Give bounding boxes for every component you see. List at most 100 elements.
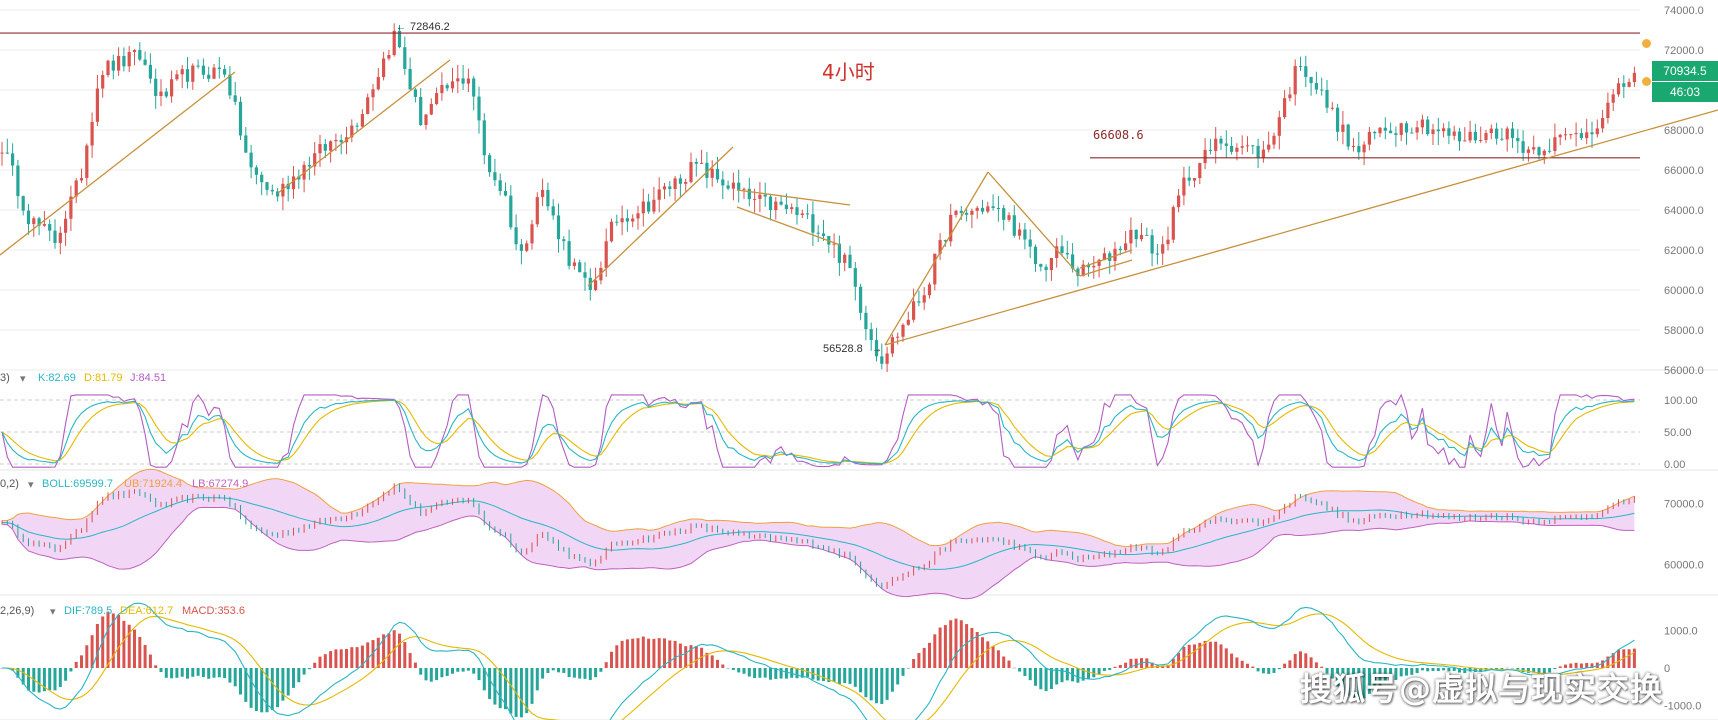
macd-dea-line xyxy=(2,613,1635,720)
macd-bar xyxy=(1065,668,1069,681)
candle-body xyxy=(890,337,894,354)
candle-body xyxy=(1426,119,1430,135)
candle-body xyxy=(1012,215,1016,236)
candle-body xyxy=(360,114,364,127)
alert-dot-upper[interactable] xyxy=(1642,39,1651,48)
macd-bar xyxy=(419,668,423,675)
candle-body xyxy=(694,162,698,164)
macd-bar xyxy=(1325,668,1329,674)
macd-bar xyxy=(69,668,73,672)
candle-body xyxy=(567,241,571,266)
candle-body xyxy=(1161,244,1165,254)
candle-body xyxy=(519,244,523,251)
macd-bar xyxy=(376,637,380,668)
countdown-tag: 46:03 xyxy=(1652,82,1718,103)
macd-bar xyxy=(1431,668,1435,671)
candle-body xyxy=(1579,133,1583,139)
boll-collapse-icon[interactable]: ▾ xyxy=(28,479,34,491)
macd-bar xyxy=(1256,668,1260,672)
macd-bar xyxy=(297,668,301,683)
candle-body xyxy=(1473,131,1477,141)
macd-bar xyxy=(684,646,688,668)
macd-bar xyxy=(1240,660,1244,668)
macd-bar xyxy=(1039,668,1043,690)
macd-bar xyxy=(159,668,163,673)
candle-body xyxy=(37,218,41,226)
candle-body xyxy=(69,196,73,219)
candle-body xyxy=(1028,239,1032,247)
candle-body xyxy=(95,88,99,122)
macd-bar xyxy=(477,668,481,681)
candle-body xyxy=(546,189,550,207)
candle-body xyxy=(1526,149,1530,153)
macd-bar xyxy=(164,668,168,678)
candle-body xyxy=(1622,83,1626,87)
candle-body xyxy=(350,125,354,138)
macd-bar xyxy=(1320,666,1324,668)
candle-body xyxy=(1357,145,1361,153)
candle-body xyxy=(1627,82,1631,87)
y-tick-main-3: 68000.0 xyxy=(1664,125,1704,137)
macd-bar xyxy=(716,659,719,668)
candle-body xyxy=(1261,149,1265,158)
kdj-k-line xyxy=(1,399,1635,465)
macd-bar xyxy=(175,668,179,678)
macd-bar xyxy=(806,668,810,677)
macd-bar xyxy=(673,640,677,668)
macd-bar xyxy=(896,668,900,685)
macd-tick-1: 0 xyxy=(1664,663,1670,675)
macd-bar xyxy=(1341,668,1345,690)
candle-body xyxy=(1007,215,1011,220)
candle-body xyxy=(1468,131,1472,141)
macd-bar xyxy=(1304,653,1308,668)
macd-bar xyxy=(965,624,969,668)
candle-body xyxy=(1479,139,1483,141)
candle-body xyxy=(896,336,900,338)
macd-bar xyxy=(1208,641,1212,668)
candle-body xyxy=(853,268,857,287)
macd-bar xyxy=(917,653,921,668)
candle-body xyxy=(1113,248,1117,262)
candle-body xyxy=(1404,123,1409,133)
kdj-j-value: J:84.51 xyxy=(130,372,167,384)
macd-bar xyxy=(1590,663,1594,668)
macd-bar xyxy=(1193,644,1196,668)
macd-bar xyxy=(668,640,672,668)
macd-bar xyxy=(1458,668,1461,673)
macd-bar xyxy=(721,664,725,668)
macd-bar xyxy=(1102,668,1106,671)
candle-body xyxy=(1065,252,1069,255)
candle-body xyxy=(525,243,529,251)
candle-body xyxy=(1394,133,1398,135)
candle-body xyxy=(201,65,205,75)
macd-bar xyxy=(541,668,545,679)
macd-bar xyxy=(424,668,428,681)
macd-collapse-icon[interactable]: ▾ xyxy=(50,606,56,618)
macd-bar xyxy=(509,668,513,714)
candle-body xyxy=(578,262,582,273)
candle-body xyxy=(795,207,799,215)
candle-body xyxy=(313,153,317,167)
candle-body xyxy=(477,96,481,121)
macd-bar xyxy=(90,635,94,668)
macd-bar xyxy=(472,668,476,674)
macd-bar xyxy=(403,642,407,668)
macd-bar xyxy=(276,668,280,708)
macd-bar xyxy=(398,633,401,668)
kdj-params: 3) xyxy=(0,372,10,384)
candle-body xyxy=(901,324,905,337)
kdj-collapse-icon[interactable]: ▾ xyxy=(20,373,26,385)
macd-bar xyxy=(843,668,847,684)
macd-bar xyxy=(1214,641,1218,668)
candle-body xyxy=(509,195,513,228)
alert-dot-lower[interactable] xyxy=(1642,77,1651,86)
macd-bar xyxy=(1500,668,1504,670)
macd-bar xyxy=(133,629,136,668)
candle-body xyxy=(1023,229,1027,240)
candle-body xyxy=(821,233,826,237)
macd-bar xyxy=(1309,657,1313,668)
macd-bar xyxy=(1161,665,1165,668)
macd-bar xyxy=(1081,668,1085,681)
candle-body xyxy=(641,201,645,214)
macd-bar xyxy=(583,668,587,679)
